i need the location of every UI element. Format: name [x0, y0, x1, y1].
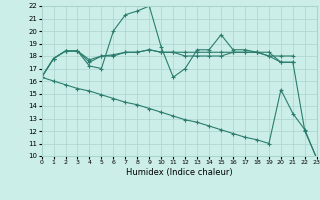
X-axis label: Humidex (Indice chaleur): Humidex (Indice chaleur)	[126, 168, 233, 177]
